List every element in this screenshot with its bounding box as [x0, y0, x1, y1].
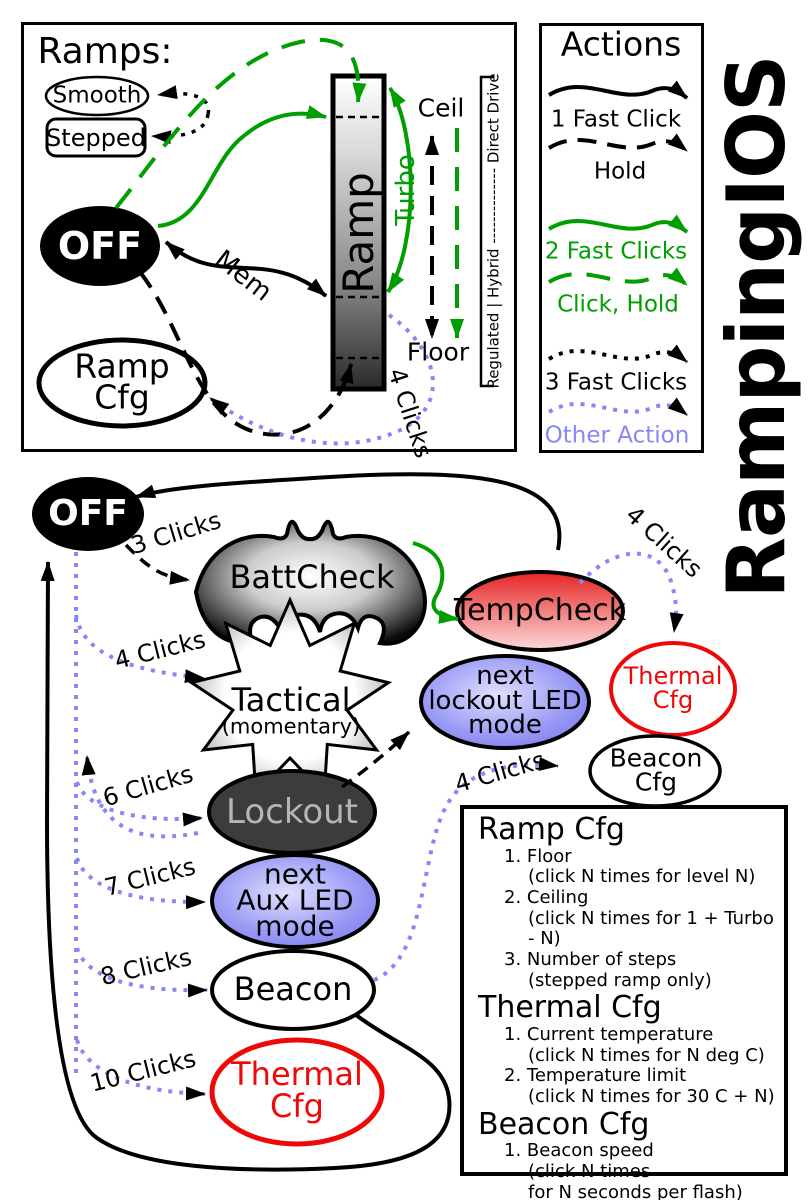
ramp-bar-label: Ramp — [334, 172, 383, 294]
turbo-label: Turbo — [391, 154, 421, 226]
ceil-label: Ceil — [417, 93, 465, 123]
tempcheck-label: TempCheck — [453, 593, 627, 628]
legend-arrow-hold — [547, 133, 689, 153]
thermal-cfg-node-top — [609, 641, 737, 737]
legend-label-2-fast-clicks: 2 Fast Clicks — [544, 238, 688, 265]
tactical-sub-label: (momentary) — [221, 714, 361, 739]
cfg-item-note: (click N times for N deg C) — [528, 1044, 765, 1066]
arrow-to-smooth — [157, 85, 211, 115]
thermal-cfg-node-bottom — [209, 1037, 385, 1147]
cfg-item-note: (click N times for N seconds per flash) — [528, 1161, 743, 1200]
thermal-cfg-heading: Thermal Cfg — [478, 990, 662, 1026]
next-aux-led-label: next Aux LED mode — [236, 857, 354, 942]
arrow-off-floor-hold — [138, 270, 354, 437]
lockout-label: Lockout — [226, 792, 358, 832]
stepped-label: Stepped — [46, 124, 146, 152]
off-label-bottom: OFF — [48, 493, 128, 534]
beacon-node — [210, 949, 376, 1031]
arrow-turbo-arc — [386, 86, 413, 294]
page-title: RampingIOS V3 — [710, 55, 803, 599]
cfg-item: 2. Temperature limit — [504, 1065, 687, 1087]
arrow-off-ceil-2clicks — [157, 105, 327, 228]
actions-box-title: Actions — [560, 24, 682, 64]
tactical-label: Tactical — [231, 681, 351, 719]
off-label-top: OFF — [57, 224, 143, 268]
legend-arrow-click-hold — [547, 267, 689, 287]
tactical-node — [187, 596, 393, 798]
ramp-cfg-heading: Ramp Cfg — [478, 812, 625, 847]
arrow-tempcheck-thermalcfg-4clicks — [578, 551, 684, 633]
config-box: Ramp Cfg 1. Floor (click N times for lev… — [460, 805, 788, 1200]
legend-label-1-fast-click: 1 Fast Click — [550, 106, 682, 133]
legend-label-3-fast-clicks: 3 Fast Clicks — [544, 369, 688, 396]
cfg-item-note: (click N times for 1 + Turbo - N) — [528, 907, 774, 950]
cfg-item: 3. Number of steps — [504, 949, 677, 971]
arrow-tempcheck-to-off — [135, 472, 562, 551]
arrow-mem — [164, 240, 328, 298]
legend-label-other-action: Other Action — [544, 422, 690, 449]
ramps-box-title: Ramps: — [37, 31, 173, 72]
arrow-battcheck-tempcheck — [412, 541, 459, 624]
battcheck-label: BattCheck — [229, 558, 395, 596]
drive-scale-bracket — [479, 75, 494, 388]
arrow-off-auxled-7clicks — [75, 857, 206, 910]
cfg-item-note: (click N times for 30 C + N) — [528, 1086, 775, 1108]
legend-arrow-3-fast-clicks — [547, 344, 689, 364]
beacon-label: Beacon — [233, 970, 353, 1008]
lockout-node — [207, 769, 377, 855]
actions-box — [539, 23, 704, 453]
legend-arrow-1-fast-click — [547, 80, 689, 100]
legend-label-click-hold: Click, Hold — [557, 291, 679, 318]
arrow-to-stepped — [151, 113, 210, 145]
next-lockout-led-node — [419, 654, 591, 750]
thermal-cfg-label-bottom: Thermal Cfg — [231, 1055, 363, 1125]
cfg-item: 1. Floor — [504, 845, 572, 867]
ramp-bar — [330, 73, 387, 392]
ramps-box — [21, 22, 517, 452]
legend-label-hold: Hold — [593, 158, 647, 185]
smooth-label: Smooth — [52, 82, 142, 109]
beacon-cfg-label: Beacon Cfg — [609, 743, 703, 796]
ramp-cfg-label: Ramp Cfg — [74, 346, 170, 417]
cfg-item-note: (click N times for level N) — [528, 866, 756, 888]
beacon-cfg-heading: Beacon Cfg — [478, 1106, 650, 1142]
arrow-lockout-nextlockoutled — [340, 730, 411, 789]
arrow-beacon-beaconcfg-4clicks — [373, 757, 559, 982]
ramp-level-lines — [336, 115, 382, 360]
cfg-item: 1. Beacon speed — [504, 1140, 654, 1162]
stepped-node — [45, 117, 147, 158]
drive-scale-label: Regulated | Hybrid -------------- Direct… — [484, 73, 503, 389]
thermal-cfg-label-top: Thermal Cfg — [623, 662, 723, 714]
legend-arrow-other-action — [547, 397, 689, 417]
arrow-lockout-to-off — [81, 755, 199, 839]
arrow-modes-return-to-off — [40, 561, 452, 1172]
cfg-item-note: (stepped ramp only) — [528, 969, 712, 991]
arrow-off-thermalcfg-10clicks — [75, 1039, 206, 1101]
next-lockout-led-label: next lockout LED mode — [428, 660, 582, 741]
arrow-off-beacon-8clicks — [75, 947, 208, 998]
ramp-cfg-node — [36, 337, 208, 429]
smooth-node — [44, 75, 150, 117]
off-node-top — [40, 206, 160, 286]
arrow-off-tactical-4clicks — [74, 614, 205, 684]
legend-arrow-2-fast-clicks — [547, 214, 689, 234]
cfg-item: 1. Current temperature — [504, 1024, 714, 1045]
next-aux-led-node — [210, 853, 380, 949]
floor-label: Floor — [406, 337, 470, 367]
off-node-bottom — [32, 477, 144, 551]
arrow-off-battcheck-3clicks — [124, 543, 190, 585]
cfg-item: 2. Ceiling — [504, 886, 589, 908]
